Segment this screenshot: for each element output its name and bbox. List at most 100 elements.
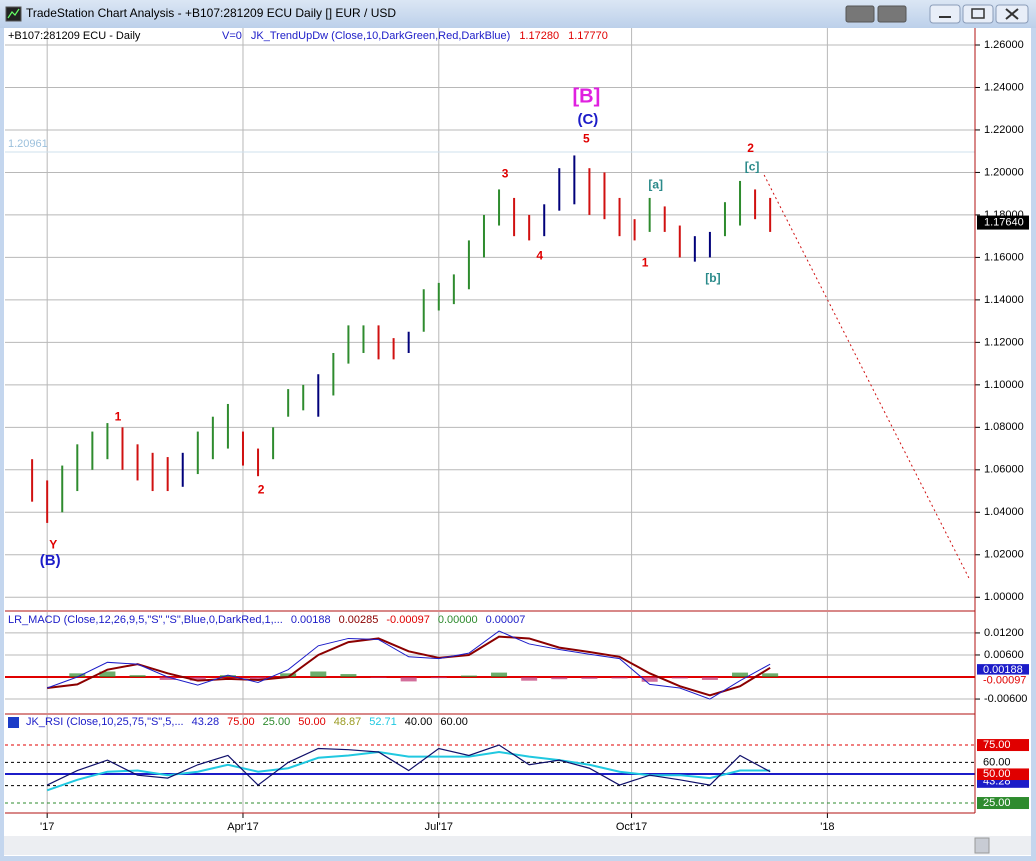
readout: 52.71 [369,716,397,728]
window-title: TradeStation Chart Analysis - +B107:2812… [26,6,396,20]
close-glyph [1005,8,1019,20]
pane-header: JK_RSI (Close,10,25,75,"S",5,... 43.28 75.… [26,716,468,728]
wave-label: 2 [747,141,754,155]
readout-box [977,768,1029,781]
panes: '17 Apr'17 Jul'17 Oct'17 '18 1.00000 1.02000 1.… [5,28,1029,833]
histogram-bar [701,677,718,680]
readout: 60.00 [440,716,468,728]
readout: 0.00000 [438,614,478,626]
readout-box-label: 0.00188 [983,664,1023,676]
wave-label: [c] [745,159,760,173]
histogram-bar [491,672,508,678]
pane-header: LR_MACD (Close,12,26,9,5,"S","S",Blue,0,… [8,614,525,626]
readout-box-label: -0.00097 [983,674,1026,686]
indicator-icon [8,717,19,728]
histogram-bar [69,673,86,678]
y-tick-label: 1.06000 [984,464,1024,476]
histogram-bar [280,673,297,678]
symbol-button[interactable] [845,5,875,23]
y-tick-label: 1.08000 [984,421,1024,433]
y-tick-label: -0.00600 [984,693,1027,705]
histogram-bar [370,677,387,678]
readout: 0.00007 [486,614,526,626]
pane-header: V=0 JK_TrendUpDw (Close,10,DarkGreen,Red,… [222,30,608,42]
histogram-bar [99,671,116,678]
x-tick-label: '17 [40,821,54,833]
header-item: 1.17280 [519,30,559,42]
last-price-label: 1.17640 [984,216,1024,228]
readout-box [977,664,1029,677]
y-tick-label: 0.00600 [984,649,1024,661]
scrollbar[interactable] [4,836,1031,855]
y-tick-label: 1.12000 [984,336,1024,348]
wave-label: 4 [536,248,543,262]
readout-box [977,739,1029,752]
x-tick-label: Oct'17 [616,821,647,833]
wave-label: [B] [573,85,601,107]
histogram-bar [460,675,477,678]
histogram-bar [340,674,357,678]
wave-label: (C) [577,111,598,128]
histogram-bar [732,672,749,678]
wave-label: [b] [705,271,720,285]
reference-label: 1.20961 [8,138,48,150]
wave-label: 1 [115,409,122,423]
y-tick-label: 0.01200 [984,627,1024,639]
x-tick-label: '18 [820,821,834,833]
indicator-name: JK_RSI (Close,10,25,75,"S",5,... [26,716,184,728]
readout-box-label: 60.00 [983,756,1011,768]
histogram-bar [189,677,206,681]
scroll-thumb[interactable] [974,837,990,854]
link-button[interactable] [877,5,907,23]
macd-line [47,630,771,700]
y-tick-label: 1.20000 [984,166,1024,178]
y-tick-label: 1.04000 [984,506,1024,518]
histogram-bar [250,677,267,680]
chart-title: +B107:281209 ECU - Daily [8,30,141,42]
readout: -0.00097 [386,614,429,626]
wave-label: [a] [648,177,663,191]
y-tick-label: 1.02000 [984,549,1024,561]
histogram-bar [611,677,628,679]
indicator-name: LR_MACD (Close,12,26,9,5,"S","S",Blue,0,… [8,614,283,626]
histogram-bar [581,677,598,679]
histogram-bar [671,677,688,679]
y-tick-label: 1.24000 [984,81,1024,93]
histogram-bar [129,675,146,678]
histogram-bar [400,677,417,682]
header-item: 1.17770 [568,30,608,42]
y-tick-label: 1.14000 [984,294,1024,306]
histogram-bar [641,677,658,682]
readout-box-label: 50.00 [983,768,1011,780]
maximize-glyph [971,8,985,19]
wave-label: 2 [258,482,265,496]
y-tick-label: 1.22000 [984,124,1024,136]
y-tick-label: 1.00000 [984,591,1024,603]
readout: 25.00 [263,716,291,728]
header-item: V=0 [222,30,242,42]
header-item: JK_TrendUpDw (Close,10,DarkGreen,Red,Dar… [251,30,510,42]
x-tick-label: Jul'17 [425,821,453,833]
readout: 0.00188 [291,614,331,626]
y-tick-label: 1.10000 [984,379,1024,391]
readout: 75.00 [227,716,255,728]
wave-label: Y [49,537,57,551]
wave-label: 1 [642,255,649,269]
wave-label: (B) [40,552,61,569]
minimize-button[interactable] [929,4,961,24]
trend-line [763,174,970,579]
y-tick-label: 1.16000 [984,251,1024,263]
app-icon-glyph [7,8,20,19]
readout-box-label: 75.00 [983,739,1011,751]
chart-area [4,28,1031,856]
histogram-bar [219,675,236,678]
readout: 0.00285 [339,614,379,626]
readout-box [977,797,1029,810]
histogram-bar [521,677,538,681]
maximize-button[interactable] [962,4,994,24]
histogram-bar [430,677,447,679]
readout-box-label: 25.00 [983,797,1011,809]
histogram-bar [310,671,327,678]
readout-box [977,674,1029,687]
